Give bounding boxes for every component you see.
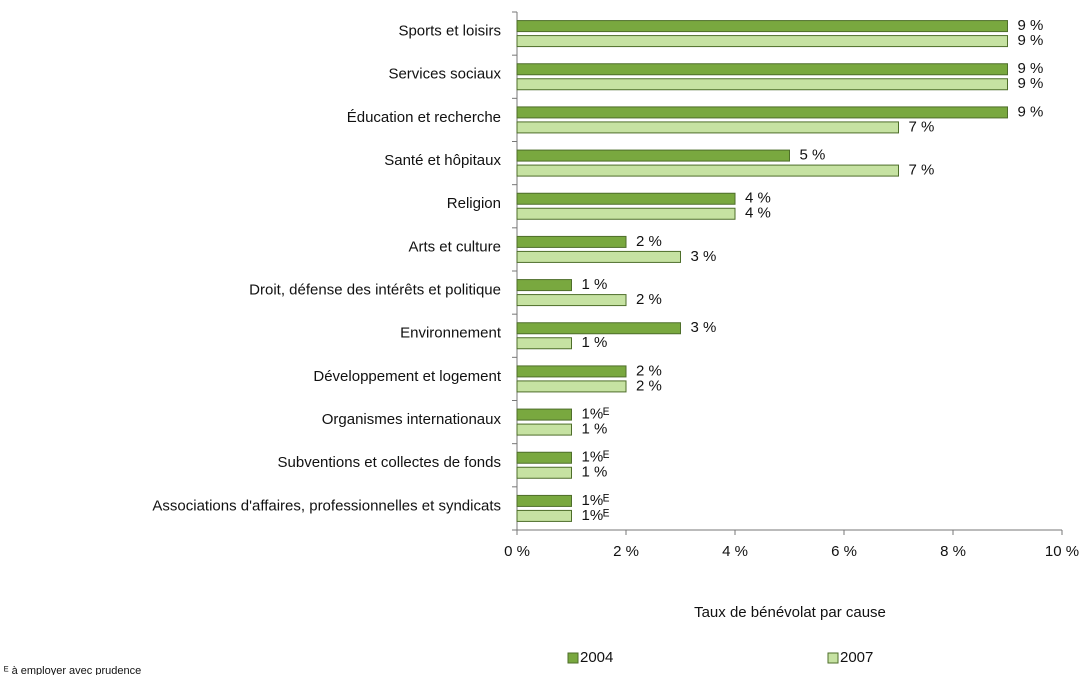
- bar: [516, 466, 572, 479]
- bar: [516, 78, 1008, 91]
- value-label: 9 %: [1018, 103, 1044, 120]
- bar: [516, 509, 572, 522]
- x-tick-label: 2 %: [613, 543, 639, 560]
- bar: [516, 106, 1008, 119]
- bar: [516, 164, 899, 177]
- bar: [516, 408, 572, 421]
- x-axis-title: Taux de bénévolat par cause: [694, 604, 886, 621]
- bar: [516, 20, 1008, 33]
- value-label: 5 %: [800, 147, 826, 164]
- legend-swatch: [827, 652, 839, 664]
- value-label: 9 %: [1018, 32, 1044, 49]
- x-tick-label: 8 %: [940, 543, 966, 560]
- y-tick-label: Organismes internationaux: [322, 411, 502, 428]
- value-label: 1%ᴱ: [582, 507, 610, 524]
- x-tick-label: 4 %: [722, 543, 748, 560]
- value-label: 7 %: [909, 118, 935, 135]
- x-tick-label: 10 %: [1045, 543, 1079, 560]
- value-label: 1%ᴱ: [582, 492, 610, 509]
- y-tick-label: Développement et logement: [313, 368, 501, 385]
- value-label: 2 %: [636, 291, 662, 308]
- value-label: 9 %: [1018, 75, 1044, 92]
- bar: [516, 365, 627, 378]
- y-tick-label: Religion: [447, 195, 501, 212]
- bar: [516, 322, 681, 335]
- bar: [516, 380, 627, 393]
- value-label: 4 %: [745, 205, 771, 222]
- legend-label: 2004: [580, 649, 613, 666]
- y-tick-label: Droit, défense des intérêts et politique: [249, 282, 501, 299]
- bar: [516, 63, 1008, 76]
- bar: [516, 250, 681, 263]
- value-label: 1 %: [582, 464, 608, 481]
- bar: [516, 235, 627, 248]
- y-tick-label: Services sociaux: [388, 66, 501, 83]
- x-tick-label: 0 %: [504, 543, 530, 560]
- value-label: 2 %: [636, 362, 662, 379]
- bar: [516, 35, 1008, 48]
- value-label: 1%ᴱ: [582, 449, 610, 466]
- y-tick-label: Arts et culture: [408, 238, 501, 255]
- value-label: 2 %: [636, 233, 662, 250]
- x-tick-label: 6 %: [831, 543, 857, 560]
- bar: [516, 121, 899, 134]
- value-label: 9 %: [1018, 17, 1044, 34]
- bar: [516, 207, 736, 220]
- y-tick-label: Associations d'affaires, professionnelle…: [152, 497, 501, 514]
- value-label: 3 %: [691, 248, 717, 265]
- value-label: 1 %: [582, 334, 608, 351]
- bar: [516, 494, 572, 507]
- bar: [516, 337, 572, 350]
- value-label: 4 %: [745, 190, 771, 207]
- value-label: 1 %: [582, 276, 608, 293]
- value-label: 1%ᴱ: [582, 406, 610, 423]
- value-label: 3 %: [691, 319, 717, 336]
- bar: [516, 451, 572, 464]
- bar: [516, 192, 736, 205]
- legend-swatch: [567, 652, 579, 664]
- legend-label: 2007: [840, 649, 873, 666]
- y-tick-label: Environnement: [400, 325, 502, 342]
- y-tick-label: Subventions et collectes de fonds: [278, 454, 501, 471]
- value-label: 7 %: [909, 162, 935, 179]
- bar: [516, 423, 572, 436]
- value-label: 9 %: [1018, 60, 1044, 77]
- bar: [516, 279, 572, 292]
- y-tick-label: Sports et loisirs: [398, 23, 501, 40]
- value-label: 1 %: [582, 421, 608, 438]
- bar: [516, 294, 627, 307]
- y-tick-label: Santé et hôpitaux: [384, 152, 501, 169]
- y-tick-label: Éducation et recherche: [347, 109, 501, 126]
- footnote: ᴱ à employer avec prudence: [4, 665, 141, 675]
- bar: [516, 149, 790, 162]
- value-label: 2 %: [636, 377, 662, 394]
